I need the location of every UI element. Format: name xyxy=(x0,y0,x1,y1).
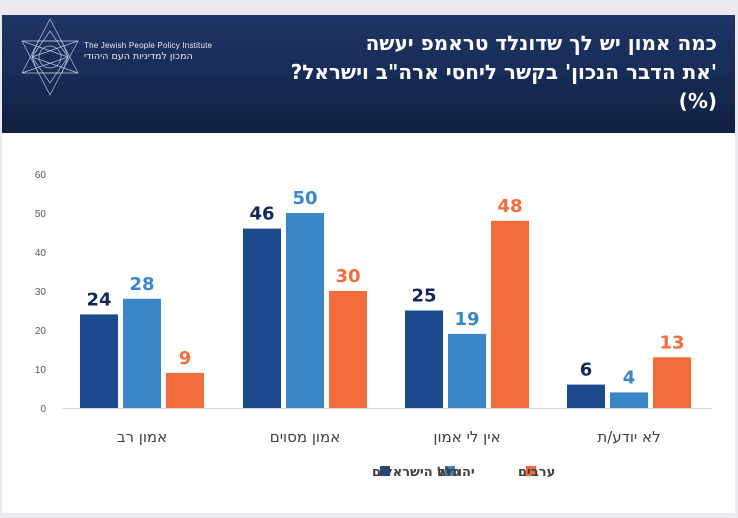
bar-arabs xyxy=(329,291,367,408)
data-label-jews: 28 xyxy=(129,274,154,295)
data-label-all_israelis: 6 xyxy=(580,360,593,381)
bars xyxy=(80,213,691,408)
data-label-arabs: 13 xyxy=(659,332,684,353)
data-label-all_israelis: 24 xyxy=(86,289,111,310)
y-tick-label: 0 xyxy=(40,404,46,415)
data-labels: 24 46 25 6 28 50 19 4 9 30 48 13 xyxy=(86,188,684,388)
logo-name-he: המכון למדיניות העם היהודי xyxy=(84,51,193,62)
data-label-all_israelis: 25 xyxy=(411,286,436,307)
title-line-1: כמה אמון יש לך שדונלד טראמפ יעשה xyxy=(365,31,717,55)
legend-label-arabs: ערבים xyxy=(518,465,555,480)
category-label: אין לי אמון xyxy=(433,428,500,446)
y-tick-label: 20 xyxy=(35,326,47,337)
bar-jews xyxy=(448,333,486,408)
legend-swatch-all_israelis xyxy=(380,466,390,476)
bar-jews xyxy=(123,298,161,408)
data-label-arabs: 48 xyxy=(497,196,522,217)
title-line-3: (%) xyxy=(678,89,717,113)
bar-all_israelis xyxy=(405,310,443,408)
data-label-arabs: 30 xyxy=(335,266,360,287)
category-label: אמון רב xyxy=(117,428,167,446)
y-tick-label: 30 xyxy=(35,287,47,298)
data-label-arabs: 9 xyxy=(179,348,192,369)
legend-label-all_israelis: כלל הישראלים xyxy=(372,465,460,480)
bar-all_israelis xyxy=(567,384,605,408)
bar-jews xyxy=(286,213,324,408)
y-tick-label: 60 xyxy=(35,170,47,181)
star-of-david-icon xyxy=(21,18,79,96)
legend-swatch-arabs xyxy=(526,466,536,476)
bar-all_israelis xyxy=(80,314,118,408)
y-tick-label: 10 xyxy=(35,365,47,376)
y-tick-label: 40 xyxy=(35,248,47,259)
y-tick-label: 50 xyxy=(35,209,47,220)
legend-label-jews: יהודים xyxy=(437,465,475,480)
category-labels: אמון רב אמון מסוים אין לי אמון לא יודע/ת xyxy=(117,428,661,446)
data-label-all_israelis: 46 xyxy=(249,204,274,225)
title-line-2: 'את הדבר הנכון' בקשר ליחסי ארה"ב וישראל? xyxy=(290,60,717,84)
bar-arabs xyxy=(166,372,204,408)
data-label-jews: 19 xyxy=(454,309,479,330)
logo-text: The Jewish People Policy Institute המכון… xyxy=(84,40,212,62)
legend-swatch-jews xyxy=(445,466,455,476)
chart-card: The Jewish People Policy Institute המכון… xyxy=(2,15,735,513)
chart-title: כמה אמון יש לך שדונלד טראמפ יעשה 'את הדב… xyxy=(257,29,717,116)
data-label-jews: 4 xyxy=(623,367,636,388)
bar-arabs xyxy=(653,357,691,408)
category-label: אמון מסוים xyxy=(270,428,340,446)
bar-all_israelis xyxy=(243,228,281,408)
logo-name-en: The Jewish People Policy Institute xyxy=(84,41,213,50)
bar-arabs xyxy=(491,220,529,408)
data-label-jews: 50 xyxy=(292,188,317,209)
header-banner: The Jewish People Policy Institute המכון… xyxy=(2,15,735,133)
category-label: לא יודע/ת xyxy=(597,428,660,446)
bar-jews xyxy=(610,392,648,408)
y-axis: 0 10 20 30 40 50 60 xyxy=(35,170,47,415)
